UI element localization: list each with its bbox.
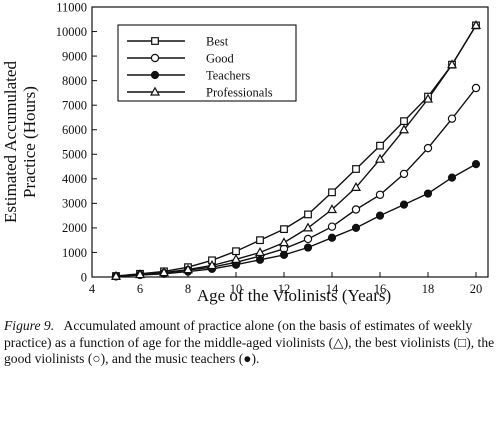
plot-area: 0 1000 2000 3000 4000 5000 6000 7000 8000 9000 100… (56, 0, 489, 296)
figure-caption: Figure 9. Accumulated amount of practice… (4, 318, 496, 368)
x-tick-label: 18 (422, 282, 435, 296)
legend-label: Good (206, 51, 235, 65)
y-tick-label: 2000 (62, 221, 87, 235)
figure-caption-text: Accumulated amount of practice alone (on… (4, 318, 495, 367)
teachers-data-point (255, 255, 265, 264)
good-data-point (447, 114, 457, 123)
x-tick-label: 16 (374, 282, 387, 296)
teachers-data-point (279, 250, 289, 260)
teachers-data-point (399, 200, 409, 209)
best-data-point (400, 117, 408, 126)
best-data-point (304, 210, 312, 219)
professionals-data-point (374, 153, 386, 163)
professionals-data-point (470, 19, 482, 30)
y-tick-label: 4000 (62, 172, 87, 186)
professionals-data-point (350, 181, 362, 192)
legend-marker (150, 70, 160, 80)
teachers-data-point (423, 189, 433, 198)
x-tick-label: 20 (470, 282, 483, 296)
best-data-point (256, 236, 264, 245)
y-tick-label: 7000 (62, 98, 87, 112)
good-data-point (423, 143, 433, 153)
legend: Best Good Teachers Professionals (117, 24, 297, 102)
y-tick-label: 8000 (62, 74, 87, 88)
professionals-data-point (158, 267, 170, 277)
x-tick-label: 10 (230, 282, 243, 296)
best-series-line (115, 25, 477, 277)
professionals-data-point (110, 270, 122, 280)
y-axis-title: Estimated Accumulated Practice (Hours) (1, 61, 39, 223)
good-data-point (327, 222, 337, 231)
professionals-data-point (302, 222, 314, 232)
good-data-point (399, 169, 409, 179)
best-data-point (232, 247, 240, 256)
teachers-data-point (375, 211, 385, 220)
y-tick-label: 11000 (56, 0, 87, 14)
teachers-data-point (327, 233, 337, 242)
best-data-point (328, 188, 336, 197)
good-data-point (471, 83, 481, 93)
x-axis-title: Age of the Violinists (Years) (197, 286, 391, 305)
y-tick-label: 0 (81, 270, 87, 284)
professionals-data-point (206, 260, 218, 270)
x-tick-label: 8 (185, 282, 191, 296)
good-data-point (303, 234, 313, 244)
legend-label: Professionals (206, 85, 273, 99)
y-tick-label: 3000 (62, 197, 87, 211)
legend-box (117, 24, 297, 102)
legend-label: Best (206, 34, 229, 48)
professionals-data-point (134, 269, 146, 279)
professionals-data-point (326, 204, 338, 214)
y-tick-label: 10000 (56, 25, 87, 39)
x-tick-label: 6 (137, 282, 143, 296)
teachers-data-point (351, 223, 361, 233)
teachers-data-point (447, 173, 457, 182)
good-data-point (375, 190, 385, 199)
legend-marker (151, 37, 159, 45)
legend-marker (150, 53, 160, 63)
x-tick-label: 12 (278, 282, 291, 296)
y-axis-title-line-1: Estimated Accumulated (1, 61, 20, 223)
best-data-point (376, 141, 384, 150)
x-tick-label: 4 (89, 282, 96, 296)
professionals-data-point (398, 124, 410, 134)
professionals-data-point (182, 264, 194, 274)
teachers-series-line (115, 163, 477, 278)
good-series-line (115, 87, 477, 277)
plot-frame (91, 6, 489, 278)
professionals-series-line (115, 25, 477, 277)
teachers-data-point (471, 159, 481, 169)
professionals-data-point (446, 59, 458, 69)
y-tick-label: 5000 (62, 148, 87, 162)
teachers-data-point (303, 243, 313, 252)
professionals-data-point (230, 253, 242, 263)
figure-caption-lead: Figure 9. (4, 318, 55, 333)
x-tick-label: 14 (326, 282, 339, 296)
legend-label: Teachers (206, 68, 250, 82)
professionals-data-point (254, 247, 266, 257)
y-tick-label: 1000 (62, 246, 87, 260)
best-data-point (352, 165, 360, 173)
legend-marker (149, 86, 161, 96)
y-tick-label: 9000 (62, 49, 87, 63)
y-tick-label: 6000 (62, 123, 87, 137)
professionals-data-point (422, 93, 434, 103)
professionals-data-point (278, 237, 290, 247)
good-data-point (351, 205, 361, 214)
best-data-point (280, 225, 288, 234)
practice-line-chart: Estimated Accumulated Practice (Hours) A… (1, 0, 489, 305)
y-axis-title-line-2: Practice (Hours) (20, 86, 39, 198)
